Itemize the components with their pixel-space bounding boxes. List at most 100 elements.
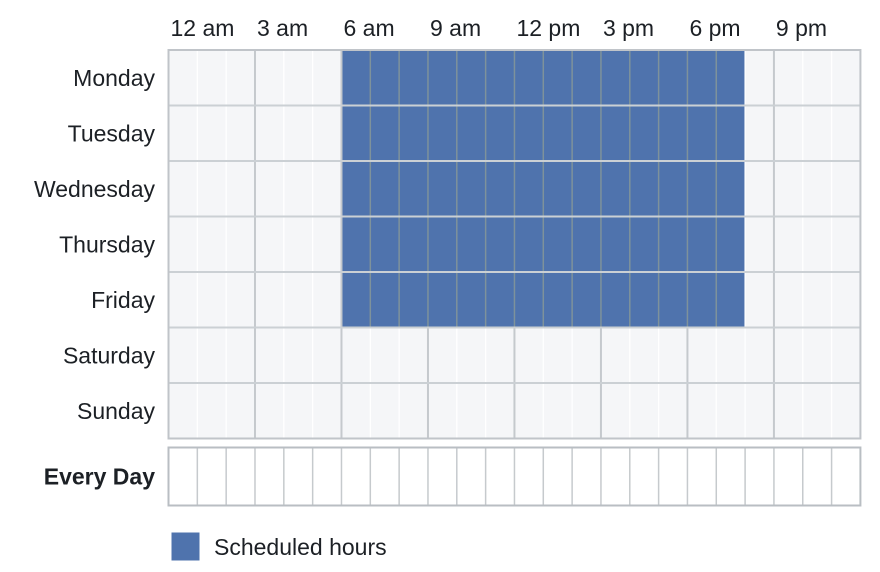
schedule-cell-friday-h12[interactable] [514,272,544,328]
schedule-cell-wednesday-h11[interactable] [485,161,515,217]
schedule-cell-tuesday-h13[interactable] [543,105,573,162]
schedule-cell-monday-h4[interactable] [283,50,313,106]
schedule-cell-saturday-h11[interactable] [485,327,515,384]
schedule-cell-tuesday-h6[interactable] [341,105,371,162]
schedule-cell-wednesday-h16[interactable] [629,161,659,217]
schedule-cell-friday-h1[interactable] [197,272,227,328]
schedule-cell-friday-h18[interactable] [687,272,717,328]
every-day-cell-h21[interactable] [773,447,803,506]
schedule-cell-saturday-h0[interactable] [168,327,198,384]
schedule-cell-saturday-h3[interactable] [254,327,284,384]
schedule-cell-saturday-h4[interactable] [283,327,313,384]
schedule-cell-sunday-h13[interactable] [543,383,573,439]
schedule-cell-friday-h11[interactable] [485,272,515,328]
schedule-cell-saturday-h5[interactable] [312,327,342,384]
schedule-cell-sunday-h18[interactable] [687,383,717,439]
schedule-cell-monday-h17[interactable] [658,50,688,106]
schedule-cell-saturday-h6[interactable] [341,327,371,384]
schedule-cell-sunday-h22[interactable] [802,383,832,439]
schedule-cell-wednesday-h20[interactable] [745,161,774,217]
schedule-cell-monday-h18[interactable] [687,50,717,106]
schedule-cell-monday-h7[interactable] [370,50,400,106]
schedule-cell-thursday-h7[interactable] [370,216,400,273]
schedule-cell-saturday-h7[interactable] [370,327,400,384]
every-day-cell-h1[interactable] [197,447,227,506]
every-day-cell-h4[interactable] [283,447,313,506]
schedule-cell-saturday-h21[interactable] [773,327,803,384]
schedule-cell-saturday-h17[interactable] [658,327,688,384]
schedule-cell-tuesday-h3[interactable] [254,105,284,162]
schedule-cell-thursday-h10[interactable] [456,216,486,273]
schedule-cell-wednesday-h4[interactable] [283,161,313,217]
schedule-cell-monday-h1[interactable] [197,50,227,106]
schedule-cell-saturday-h23[interactable] [831,327,861,384]
schedule-cell-friday-h19[interactable] [716,272,746,328]
schedule-cell-tuesday-h11[interactable] [485,105,515,162]
schedule-cell-monday-h8[interactable] [399,50,428,106]
every-day-cell-h19[interactable] [716,447,746,506]
schedule-cell-friday-h4[interactable] [283,272,313,328]
schedule-cell-thursday-h23[interactable] [831,216,861,273]
schedule-cell-wednesday-h13[interactable] [543,161,573,217]
every-day-cell-h7[interactable] [370,447,400,506]
every-day-cell-h11[interactable] [485,447,515,506]
schedule-cell-wednesday-h9[interactable] [427,161,457,217]
schedule-cell-wednesday-h12[interactable] [514,161,544,217]
schedule-cell-sunday-h8[interactable] [399,383,428,439]
schedule-cell-tuesday-h7[interactable] [370,105,400,162]
schedule-cell-friday-h3[interactable] [254,272,284,328]
every-day-cell-h13[interactable] [543,447,573,506]
schedule-cell-thursday-h19[interactable] [716,216,746,273]
every-day-cell-h14[interactable] [572,447,601,506]
schedule-cell-sunday-h15[interactable] [600,383,630,439]
every-day-cell-h6[interactable] [341,447,371,506]
every-day-cell-h5[interactable] [312,447,342,506]
schedule-cell-sunday-h1[interactable] [197,383,227,439]
schedule-cell-saturday-h2[interactable] [226,327,255,384]
schedule-cell-sunday-h7[interactable] [370,383,400,439]
schedule-cell-thursday-h14[interactable] [572,216,601,273]
schedule-cell-wednesday-h5[interactable] [312,161,342,217]
schedule-cell-thursday-h0[interactable] [168,216,198,273]
schedule-cell-sunday-h12[interactable] [514,383,544,439]
schedule-cell-wednesday-h23[interactable] [831,161,861,217]
schedule-cell-monday-h19[interactable] [716,50,746,106]
schedule-cell-sunday-h2[interactable] [226,383,255,439]
schedule-cell-tuesday-h22[interactable] [802,105,832,162]
schedule-cell-friday-h22[interactable] [802,272,832,328]
every-day-cell-h12[interactable] [514,447,544,506]
every-day-cell-h18[interactable] [687,447,717,506]
schedule-cell-thursday-h22[interactable] [802,216,832,273]
every-day-cell-h16[interactable] [629,447,659,506]
every-day-cell-h0[interactable] [168,447,198,506]
schedule-cell-friday-h8[interactable] [399,272,428,328]
schedule-cell-saturday-h1[interactable] [197,327,227,384]
schedule-cell-sunday-h11[interactable] [485,383,515,439]
schedule-cell-tuesday-h15[interactable] [600,105,630,162]
schedule-cell-friday-h23[interactable] [831,272,861,328]
schedule-cell-monday-h15[interactable] [600,50,630,106]
schedule-cell-monday-h11[interactable] [485,50,515,106]
schedule-cell-sunday-h21[interactable] [773,383,803,439]
schedule-cell-thursday-h4[interactable] [283,216,313,273]
schedule-cell-saturday-h16[interactable] [629,327,659,384]
schedule-cell-wednesday-h19[interactable] [716,161,746,217]
schedule-cell-friday-h20[interactable] [745,272,774,328]
schedule-cell-sunday-h5[interactable] [312,383,342,439]
schedule-cell-wednesday-h21[interactable] [773,161,803,217]
schedule-cell-tuesday-h19[interactable] [716,105,746,162]
schedule-cell-monday-h12[interactable] [514,50,544,106]
schedule-cell-saturday-h8[interactable] [399,327,428,384]
schedule-cell-tuesday-h20[interactable] [745,105,774,162]
schedule-cell-thursday-h18[interactable] [687,216,717,273]
schedule-cell-thursday-h8[interactable] [399,216,428,273]
schedule-cell-sunday-h9[interactable] [427,383,457,439]
schedule-cell-saturday-h14[interactable] [572,327,601,384]
schedule-cell-monday-h9[interactable] [427,50,457,106]
schedule-cell-monday-h22[interactable] [802,50,832,106]
schedule-cell-monday-h21[interactable] [773,50,803,106]
every-day-cell-h17[interactable] [658,447,688,506]
schedule-cell-friday-h0[interactable] [168,272,198,328]
schedule-cell-friday-h17[interactable] [658,272,688,328]
every-day-cell-h9[interactable] [427,447,457,506]
